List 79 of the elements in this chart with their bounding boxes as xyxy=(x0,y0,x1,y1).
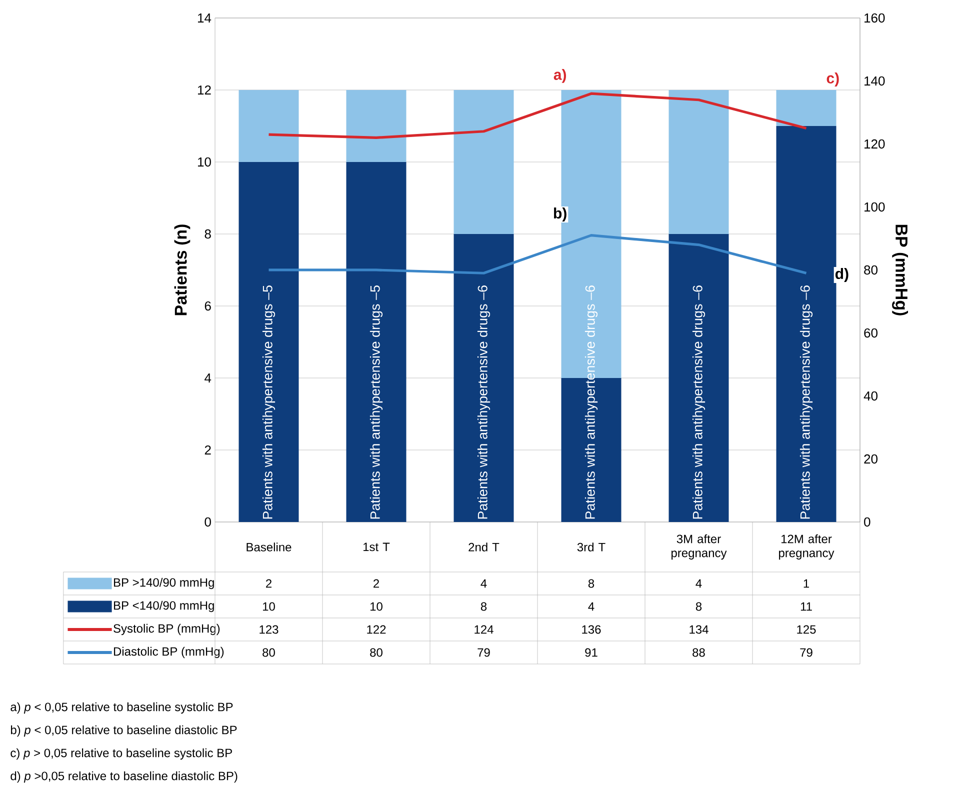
bar xyxy=(346,90,406,162)
x-tick-label: 12M after pregnancy xyxy=(779,534,834,560)
data-label: 10 xyxy=(370,602,382,611)
x-tick-label: 3rd T xyxy=(577,542,606,552)
bar xyxy=(776,126,836,522)
annotation: c) xyxy=(826,72,839,86)
y-tick-label: 6 xyxy=(204,301,211,311)
data-label: 8 xyxy=(696,602,702,611)
data-label: 79 xyxy=(800,648,812,657)
annotation: Patients with antihypertensive drugs –6 xyxy=(584,286,598,519)
data-label: 136 xyxy=(582,625,601,634)
y2-tick-label: 120 xyxy=(864,139,885,149)
text: a) p < 0,05 relative to baseline systolic BP xyxy=(10,702,233,714)
y-tick-label: 2 xyxy=(204,445,211,455)
x-tick-label: 3M after pregnancy xyxy=(672,534,727,560)
y-tick-label: 10 xyxy=(198,157,211,167)
bar xyxy=(668,234,729,522)
y2-tick-label: 160 xyxy=(864,13,885,23)
data-label: 4 xyxy=(480,579,487,588)
data-label: 125 xyxy=(797,625,816,634)
y2-tick-label: 0 xyxy=(864,517,870,527)
legend-label: Diastolic BP (mmHg) xyxy=(114,646,224,658)
annotation: d) xyxy=(835,268,848,282)
annotation: b) xyxy=(554,208,566,222)
data-label: 10 xyxy=(262,602,275,611)
legend-label: BP <140/90 mmHg xyxy=(114,600,214,612)
data-label: 124 xyxy=(474,625,494,634)
y-axis-title: Patients (n) xyxy=(174,224,190,316)
bar xyxy=(238,90,299,162)
y2-tick-label: 140 xyxy=(864,76,885,86)
annotation: Patients with antihypertensive drugs –5 xyxy=(262,286,276,519)
data-label: 1 xyxy=(804,579,809,588)
annotation: Patients with antihypertensive drugs –6 xyxy=(477,286,490,519)
data-label: 2 xyxy=(374,579,379,588)
y2-tick-label: 100 xyxy=(864,202,885,212)
text: c) p > 0,05 relative to baseline systolic BP xyxy=(10,748,232,760)
line-series xyxy=(267,92,808,139)
legend-label: Systolic BP (mmHg) xyxy=(114,624,220,636)
annotation: Patients with antihypertensive drugs –5 xyxy=(370,286,383,519)
text: d) p >0,05 relative to baseline diastolic BP) xyxy=(10,771,238,783)
y-tick-label: 8 xyxy=(204,229,211,239)
legend-label: BP >140/90 mmHg xyxy=(114,578,214,590)
annotation: a) xyxy=(554,68,566,83)
data-label: 80 xyxy=(370,648,382,657)
bar xyxy=(346,162,406,522)
bar xyxy=(238,162,299,522)
data-label: 79 xyxy=(478,648,490,657)
y2-tick-label: 80 xyxy=(864,265,878,275)
y2-tick-label: 60 xyxy=(864,328,878,338)
data-label: 123 xyxy=(260,625,278,634)
x-tick-label: Baseline xyxy=(246,542,292,552)
data-label: 11 xyxy=(800,602,812,611)
line-series xyxy=(267,234,808,274)
x-tick-label: 1st T xyxy=(363,542,390,552)
annotation: Patients with antihypertensive drugs –6 xyxy=(800,286,813,519)
data-label: 91 xyxy=(585,648,598,657)
data-label: 4 xyxy=(696,579,702,588)
data-label: 88 xyxy=(692,648,705,657)
data-label: 2 xyxy=(266,579,272,588)
data-label: 80 xyxy=(262,648,275,657)
bar xyxy=(668,90,729,234)
bar xyxy=(454,90,514,234)
data-label: 8 xyxy=(588,579,594,588)
bar xyxy=(454,234,514,522)
data-label: 122 xyxy=(367,625,386,634)
data-label: 4 xyxy=(588,602,594,611)
y-tick-label: 0 xyxy=(204,517,211,527)
y2-tick-label: 40 xyxy=(864,391,878,401)
x-tick-label: 2nd T xyxy=(468,542,500,552)
data-label: 8 xyxy=(480,602,487,611)
y2-axis-title: BP (mmHg) xyxy=(892,224,908,316)
data-label: 134 xyxy=(690,625,708,634)
text: b) p < 0,05 relative to baseline diastolic BP xyxy=(10,725,237,737)
y-tick-label: 12 xyxy=(198,85,211,95)
y-tick-label: 4 xyxy=(204,374,212,382)
y-tick-label: 14 xyxy=(198,14,212,22)
annotation: Patients with antihypertensive drugs –6 xyxy=(692,286,706,519)
y2-tick-label: 20 xyxy=(864,454,878,464)
bar xyxy=(776,90,836,126)
